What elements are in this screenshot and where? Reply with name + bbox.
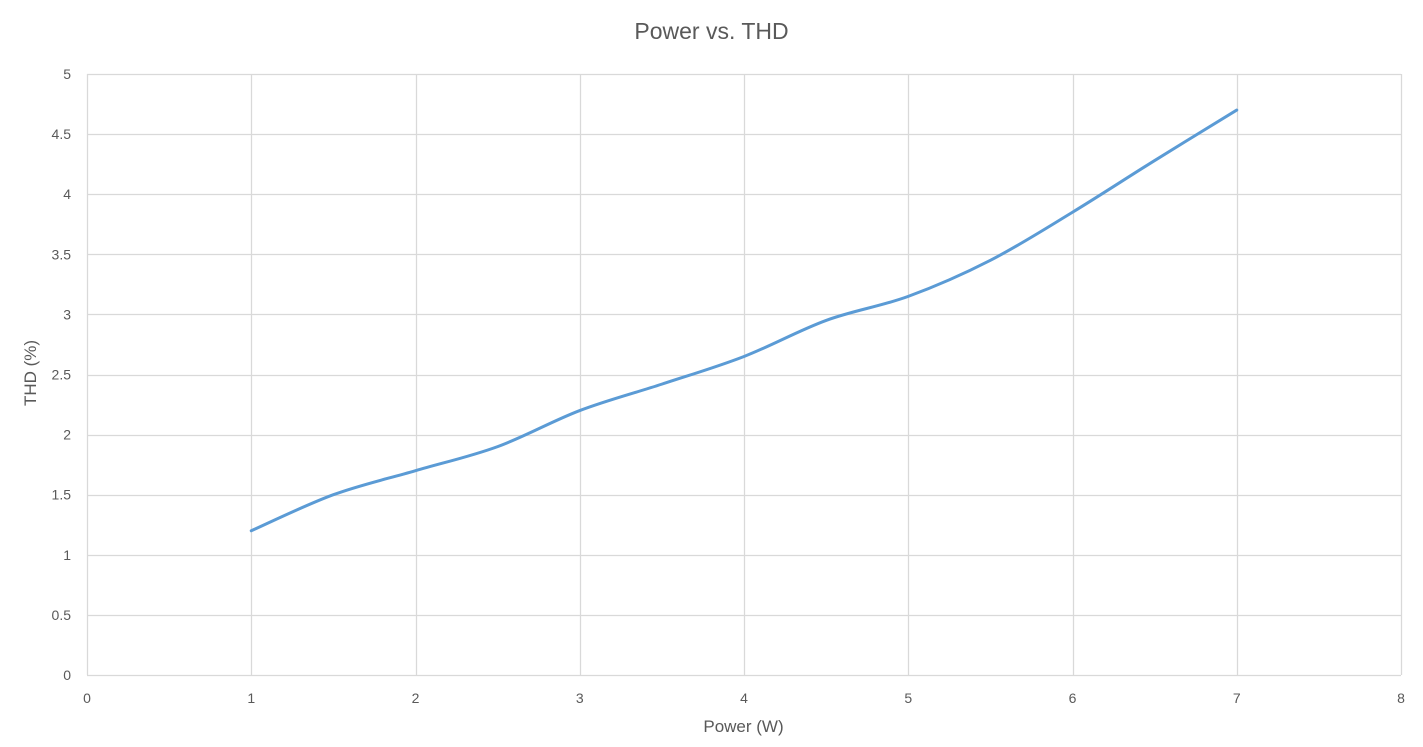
y-tick-label: 4.5 (52, 126, 72, 142)
x-tick-label: 1 (247, 690, 255, 706)
x-tick-label: 8 (1397, 690, 1405, 706)
y-tick-label: 1.5 (52, 487, 72, 503)
x-axis-title: Power (W) (703, 717, 784, 736)
x-tick-label: 3 (576, 690, 584, 706)
y-tick-label: 4 (63, 186, 71, 202)
y-tick-label: 2.5 (52, 367, 72, 383)
y-tick-label: 5 (63, 66, 71, 82)
x-tick-label: 2 (412, 690, 420, 706)
x-tick-label: 5 (904, 690, 912, 706)
x-tick-label: 6 (1069, 690, 1077, 706)
x-tick-label: 4 (740, 690, 748, 706)
y-tick-label: 0 (63, 667, 71, 683)
y-tick-label: 1 (63, 547, 71, 563)
y-tick-label: 3.5 (52, 246, 72, 262)
y-tick-label: 0.5 (52, 607, 72, 623)
y-tick-label: 2 (63, 427, 71, 443)
x-tick-label: 0 (83, 690, 91, 706)
y-tick-label: 3 (63, 306, 71, 322)
y-axis-title: THD (%) (21, 339, 40, 407)
chart-title: Power vs. THD (634, 18, 789, 44)
x-tick-label: 7 (1233, 690, 1241, 706)
series-line (249, 108, 1239, 533)
